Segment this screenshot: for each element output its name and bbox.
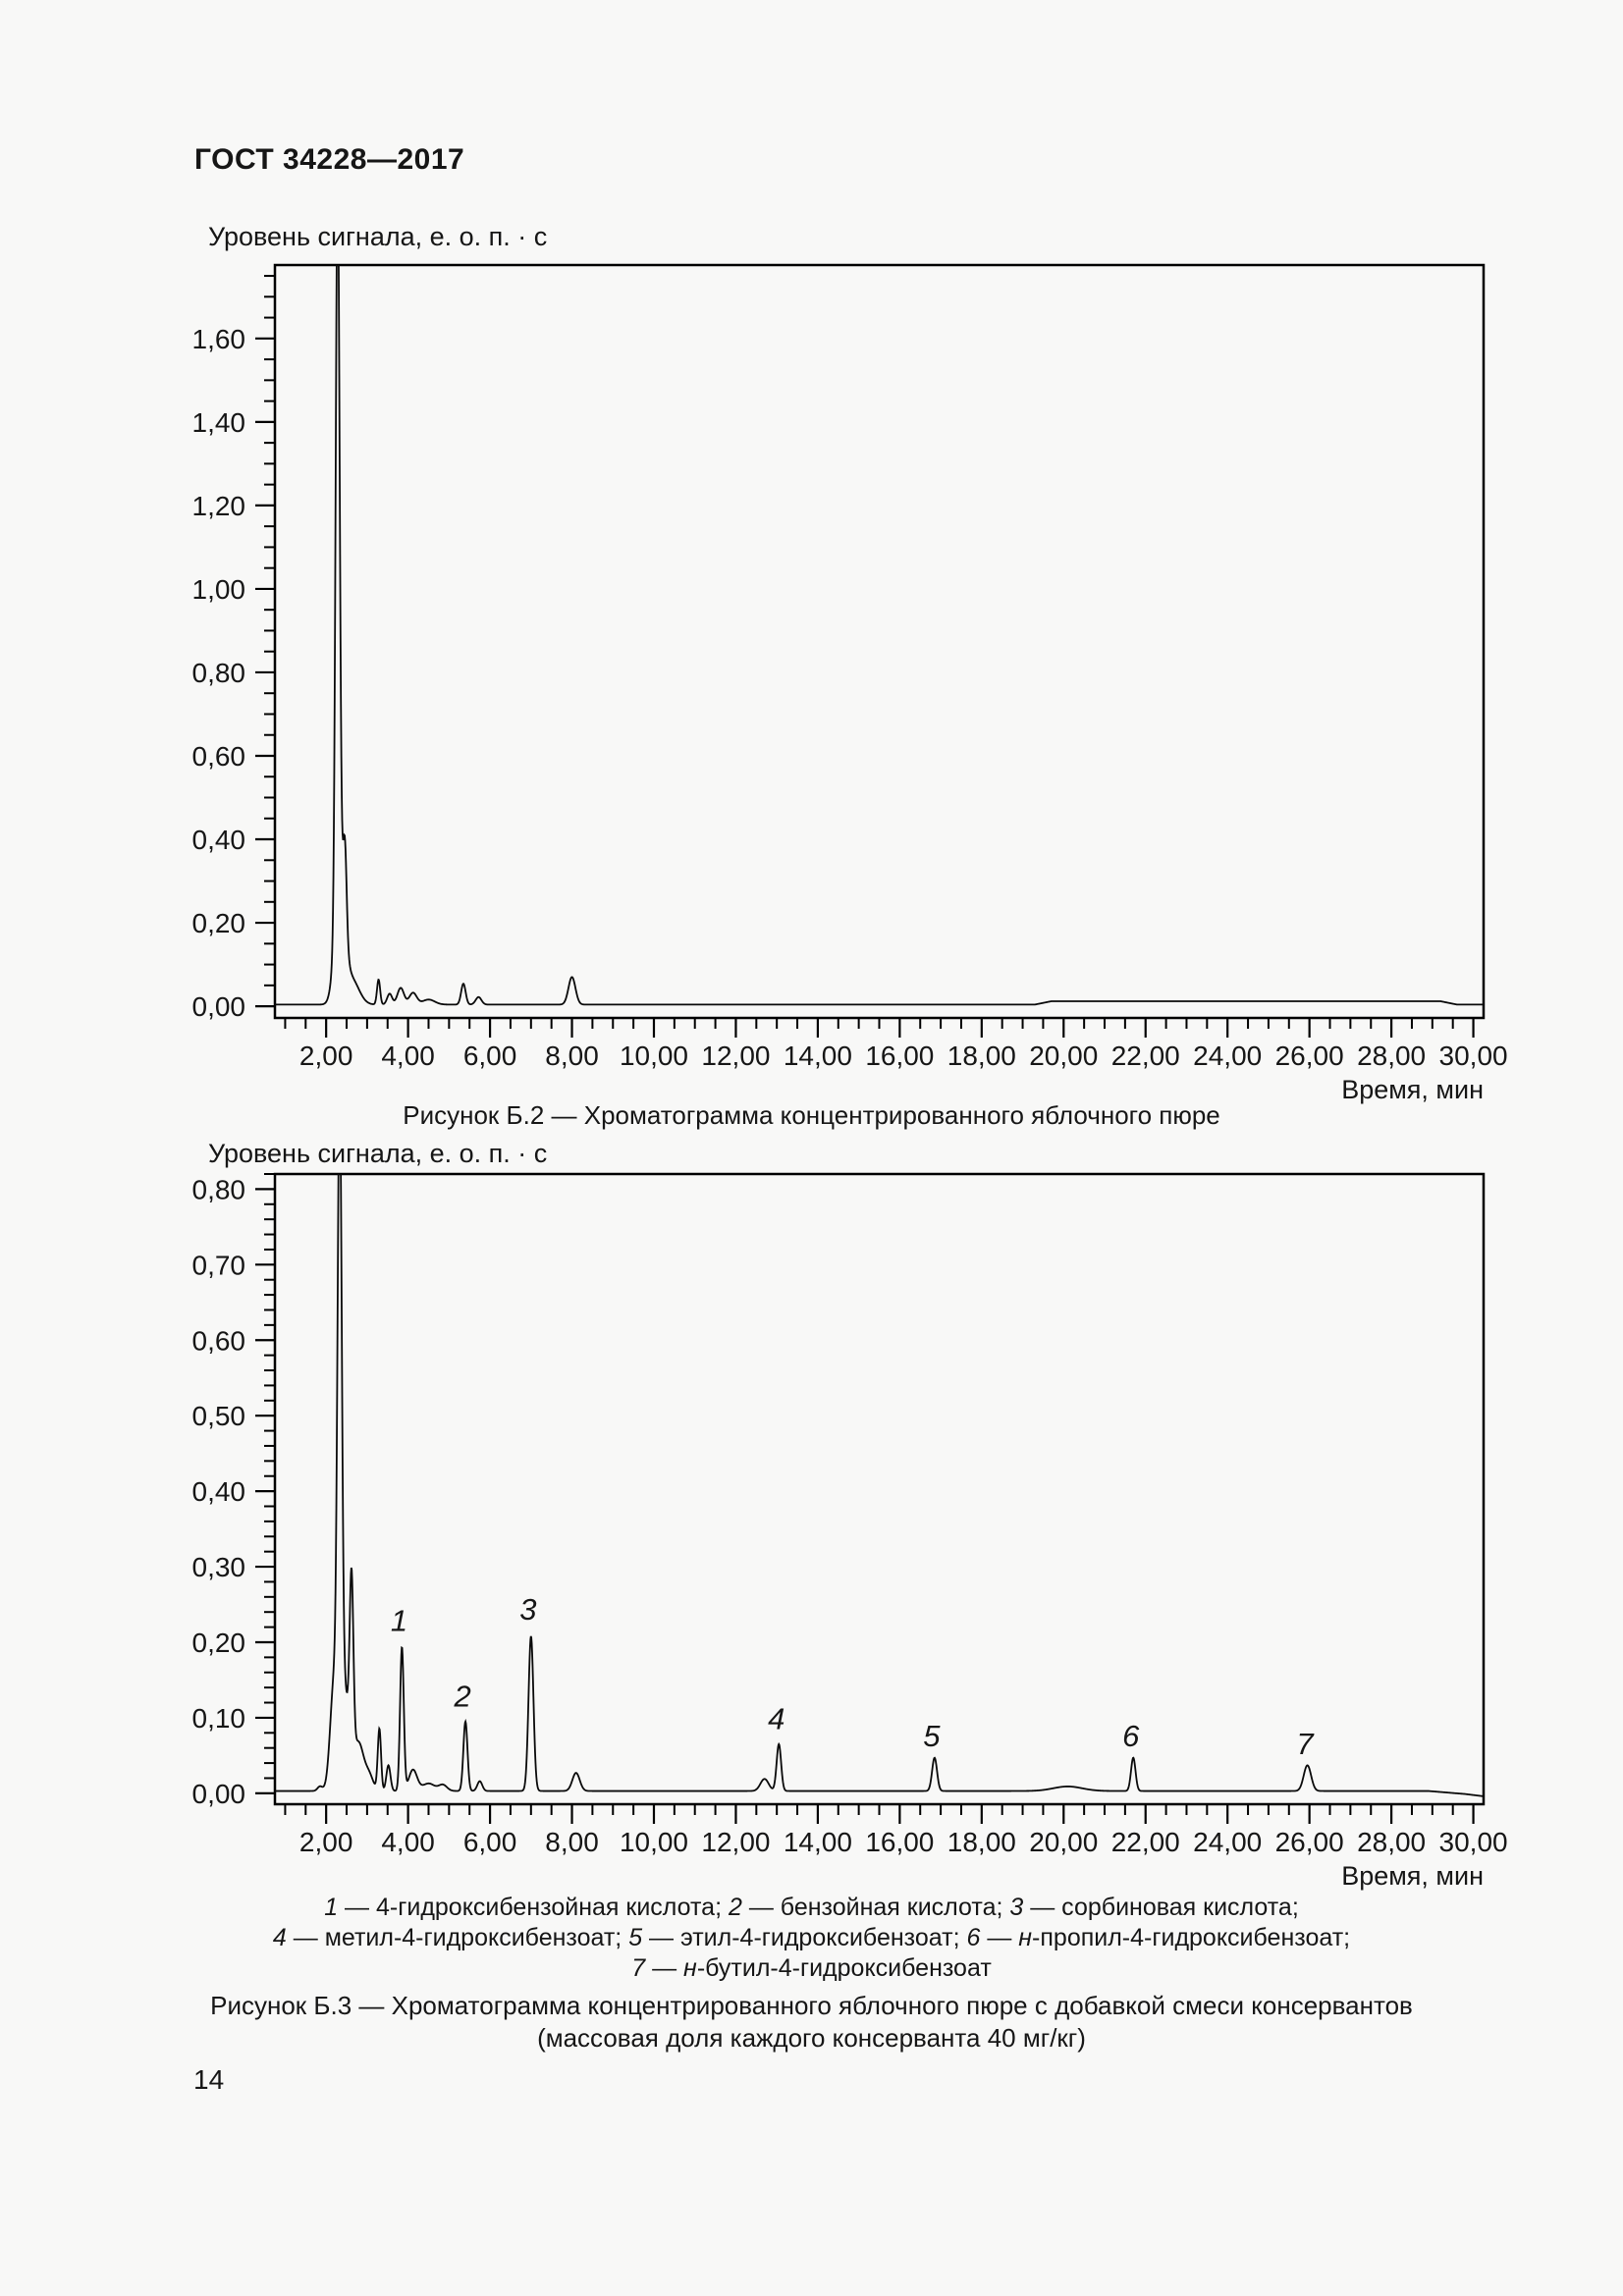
x-tick-label: 12,00 bbox=[701, 1827, 770, 1857]
legend-peak-number: 2 bbox=[728, 1894, 742, 1921]
chromatogram-curve bbox=[275, 1174, 1484, 1797]
x-tick-label: 8,00 bbox=[545, 1827, 599, 1857]
legend-text: — метил-4-гидроксибензоат; bbox=[286, 1924, 629, 1951]
peak-label-7: 7 bbox=[1296, 1727, 1315, 1761]
legend-peak-number: 1 bbox=[324, 1894, 339, 1921]
x-tick-label: 22,00 bbox=[1111, 1041, 1180, 1071]
legend-peak-number: 6 bbox=[966, 1924, 981, 1951]
y-tick-label: 0,20 bbox=[192, 1628, 246, 1658]
legend-peak-number: н bbox=[683, 1954, 697, 1982]
y-tick-label: 0,10 bbox=[192, 1703, 246, 1734]
y-tick-label: 0,00 bbox=[192, 1779, 246, 1809]
x-axis-title: Время, мин bbox=[1341, 1075, 1484, 1104]
page-number: 14 bbox=[193, 2064, 225, 2095]
x-tick-label: 26,00 bbox=[1275, 1827, 1344, 1857]
y-tick-label: 0,40 bbox=[192, 825, 246, 855]
legend-peak-number: 4 bbox=[272, 1924, 287, 1951]
y-tick-label: 0,60 bbox=[192, 1325, 246, 1356]
figure-b3-y-axis-title: Уровень сигнала, е. о. п. · с bbox=[208, 1139, 548, 1168]
figure-b3-peak-legend: 1 — 4-гидроксибензойная кислота; 2 — бен… bbox=[0, 1893, 1623, 1984]
y-tick-label: 1,00 bbox=[192, 574, 246, 605]
legend-text: — bbox=[980, 1924, 1019, 1951]
y-tick-label: 0,30 bbox=[192, 1552, 246, 1582]
x-tick-label: 30,00 bbox=[1439, 1827, 1508, 1857]
x-tick-label: 4,00 bbox=[381, 1041, 435, 1071]
y-tick-label: 0,50 bbox=[192, 1401, 246, 1431]
x-tick-label: 4,00 bbox=[381, 1827, 435, 1857]
y-tick-label: 0,20 bbox=[192, 908, 246, 938]
x-tick-label: 2,00 bbox=[299, 1041, 353, 1071]
figure-b2-caption: Рисунок Б.2 — Хроматограмма концентриров… bbox=[403, 1100, 1220, 1130]
x-tick-label: 10,00 bbox=[620, 1827, 688, 1857]
x-tick-label: 24,00 bbox=[1193, 1041, 1262, 1071]
legend-line-2: 4 — метил-4-гидроксибензоат; 5 — этил-4-… bbox=[0, 1923, 1623, 1953]
y-tick-label: 0,70 bbox=[192, 1250, 246, 1280]
legend-line-3: 7 — н-бутил-4-гидроксибензоат bbox=[0, 1953, 1623, 1984]
figure-b3-caption-line2: (массовая доля каждого консерванта 40 мг… bbox=[537, 2023, 1086, 2053]
figure-b2-chromatogram-chart: 2,00 4,00 6,00 8,00 10,00 12,00 14,00 16,00 18,0… bbox=[192, 263, 1508, 1104]
x-tick-label: 18,00 bbox=[947, 1827, 1016, 1857]
y-tick-label: 0,00 bbox=[192, 991, 246, 1022]
legend-text: — бензойная кислота; bbox=[741, 1894, 1010, 1921]
figure-b3-chromatogram-chart: 2,00 4,00 6,00 8,00 10,00 12,00 14,00 16,00 18,0… bbox=[192, 1172, 1508, 1891]
x-tick-label: 6,00 bbox=[463, 1041, 517, 1071]
peak-label-2: 2 bbox=[453, 1679, 470, 1713]
y-tick-label: 1,40 bbox=[192, 407, 246, 438]
peak-label-6: 6 bbox=[1122, 1719, 1140, 1753]
chromatogram-curve bbox=[275, 265, 1484, 1006]
legend-peak-number: н bbox=[1018, 1924, 1033, 1951]
legend-peak-number: 5 bbox=[628, 1924, 643, 1951]
legend-line-1: 1 — 4-гидроксибензойная кислота; 2 — бен… bbox=[0, 1893, 1623, 1923]
x-tick-label: 16,00 bbox=[865, 1041, 934, 1071]
legend-text: -бутил-4-гидроксибензоат bbox=[696, 1954, 992, 1982]
legend-text: — bbox=[645, 1954, 684, 1982]
x-tick-label: 14,00 bbox=[784, 1041, 852, 1071]
x-tick-label: 18,00 bbox=[947, 1041, 1016, 1071]
figure-b3-caption: Рисунок Б.3 — Хроматограмма концентриров… bbox=[0, 1990, 1623, 2055]
peak-label-1: 1 bbox=[391, 1603, 407, 1637]
legend-peak-number: 7 bbox=[631, 1954, 646, 1982]
x-tick-label: 8,00 bbox=[545, 1041, 599, 1071]
x-tick-label: 28,00 bbox=[1357, 1041, 1426, 1071]
legend-text: -пропил-4-гидроксибензоат; bbox=[1032, 1924, 1351, 1951]
document-header: ГОСТ 34228—2017 bbox=[194, 143, 465, 176]
x-tick-label: 2,00 bbox=[299, 1827, 353, 1857]
peak-label-5: 5 bbox=[923, 1719, 941, 1753]
x-tick-label: 6,00 bbox=[463, 1827, 517, 1857]
plot-frame bbox=[273, 263, 1486, 1020]
y-tick-label: 0,80 bbox=[192, 1174, 246, 1204]
peak-label-3: 3 bbox=[519, 1592, 536, 1627]
y-tick-label: 0,80 bbox=[192, 658, 246, 688]
x-tick-label: 20,00 bbox=[1029, 1041, 1098, 1071]
x-tick-label: 20,00 bbox=[1029, 1827, 1098, 1857]
legend-text: — 4-гидроксибензойная кислота; bbox=[338, 1894, 729, 1921]
y-tick-label: 1,20 bbox=[192, 491, 246, 521]
figure-b3-caption-line1: Рисунок Б.3 — Хроматограмма концентриров… bbox=[210, 1991, 1413, 2020]
y-tick-label: 0,60 bbox=[192, 741, 246, 772]
x-tick-label: 22,00 bbox=[1111, 1827, 1180, 1857]
x-tick-label: 28,00 bbox=[1357, 1827, 1426, 1857]
peak-label-4: 4 bbox=[768, 1701, 784, 1735]
x-tick-label: 14,00 bbox=[784, 1827, 852, 1857]
y-tick-label: 0,40 bbox=[192, 1476, 246, 1507]
y-tick-label: 1,60 bbox=[192, 324, 246, 354]
x-tick-label: 26,00 bbox=[1275, 1041, 1344, 1071]
x-tick-label: 10,00 bbox=[620, 1041, 688, 1071]
x-tick-label: 16,00 bbox=[865, 1827, 934, 1857]
legend-text: — этил-4-гидроксибензоат; bbox=[642, 1924, 967, 1951]
x-tick-label: 24,00 bbox=[1193, 1827, 1262, 1857]
legend-peak-number: 3 bbox=[1009, 1894, 1024, 1921]
x-tick-label: 12,00 bbox=[701, 1041, 770, 1071]
legend-text: — сорбиновая кислота; bbox=[1023, 1894, 1299, 1921]
x-axis-title: Время, мин bbox=[1341, 1861, 1484, 1891]
figure-b2-y-axis-title: Уровень сигнала, е. о. п. · с bbox=[208, 222, 548, 251]
x-tick-label: 30,00 bbox=[1439, 1041, 1508, 1071]
